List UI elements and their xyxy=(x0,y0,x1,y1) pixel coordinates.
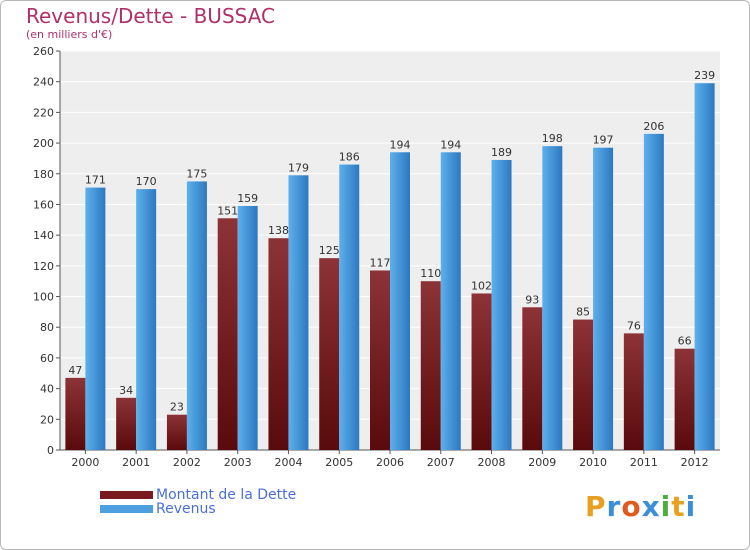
y-tick-label: 200 xyxy=(33,137,54,150)
data-label-dette: 117 xyxy=(370,256,391,269)
y-tick-label: 60 xyxy=(40,352,54,365)
x-tick-label: 2004 xyxy=(274,456,302,469)
bar-revenus xyxy=(694,83,715,450)
x-tick-label: 2006 xyxy=(376,456,404,469)
bar-dette xyxy=(420,281,441,450)
bar-revenus xyxy=(491,159,512,450)
x-tick-label: 2008 xyxy=(478,456,506,469)
data-label-revenus: 170 xyxy=(136,175,157,188)
bar-revenus xyxy=(186,181,207,450)
bar-revenus xyxy=(136,189,157,450)
y-tick-label: 160 xyxy=(33,198,54,211)
data-label-dette: 102 xyxy=(471,279,492,292)
chart-subtitle: (en milliers d'€) xyxy=(26,28,113,41)
x-tick-label: 2000 xyxy=(71,456,99,469)
data-label-revenus: 171 xyxy=(85,174,106,187)
bar-dette xyxy=(471,293,492,450)
bar-dette xyxy=(116,397,137,450)
data-label-revenus: 198 xyxy=(542,132,563,145)
data-label-dette: 47 xyxy=(68,364,82,377)
y-tick-label: 220 xyxy=(33,106,54,119)
data-label-revenus: 197 xyxy=(593,134,614,147)
x-tick-label: 2011 xyxy=(630,456,658,469)
bar-revenus xyxy=(643,133,664,450)
x-tick-label: 2007 xyxy=(427,456,455,469)
y-tick-label: 140 xyxy=(33,229,54,242)
data-label-revenus: 206 xyxy=(643,120,664,133)
y-tick-label: 100 xyxy=(33,291,54,304)
bar-dette xyxy=(166,414,187,450)
bar-revenus xyxy=(85,187,106,451)
data-label-dette: 138 xyxy=(268,224,289,237)
data-label-dette: 125 xyxy=(319,244,340,257)
legend-item-dette: Montant de la Dette xyxy=(100,487,297,503)
data-label-revenus: 186 xyxy=(339,151,360,164)
data-label-dette: 85 xyxy=(576,306,590,319)
y-tick-label: 180 xyxy=(33,168,54,181)
x-tick-label: 2005 xyxy=(325,456,353,469)
y-tick-label: 120 xyxy=(33,260,54,273)
svg-text:Proxiti: Proxiti xyxy=(585,490,693,523)
bar-dette xyxy=(217,218,238,450)
x-tick-label: 2001 xyxy=(122,456,150,469)
data-label-dette: 76 xyxy=(627,319,641,332)
bar-dette xyxy=(370,270,390,450)
bar-dette xyxy=(319,258,340,450)
x-tick-label: 2009 xyxy=(528,456,556,469)
bar-revenus xyxy=(339,164,360,451)
legend-label-revenus: Revenus xyxy=(156,501,216,517)
y-tick-label: 80 xyxy=(40,321,54,334)
data-label-revenus: 189 xyxy=(491,146,512,159)
data-label-revenus: 194 xyxy=(390,138,411,151)
legend-swatch-revenus xyxy=(100,505,153,513)
data-label-revenus: 179 xyxy=(288,161,309,174)
y-tick-label: 0 xyxy=(47,444,54,457)
bar-revenus xyxy=(288,175,309,451)
bar-dette xyxy=(522,307,543,450)
bar-dette xyxy=(65,377,86,450)
y-tick-label: 20 xyxy=(40,413,54,426)
x-tick-label: 2012 xyxy=(681,456,709,469)
bar-dette xyxy=(573,319,594,450)
legend-swatch-dette xyxy=(100,491,153,499)
data-label-dette: 34 xyxy=(119,384,133,397)
data-label-dette: 93 xyxy=(525,293,539,306)
x-tick-label: 2010 xyxy=(579,456,607,469)
y-tick-label: 40 xyxy=(40,383,54,396)
data-label-revenus: 159 xyxy=(237,192,258,205)
y-tick-label: 240 xyxy=(33,76,54,89)
bar-chart: 0 20 40 60 80 100 120 140 160 180 200 220 240 260 2000… xyxy=(33,45,720,469)
bar-dette xyxy=(674,348,695,450)
bar-revenus xyxy=(237,205,258,450)
x-tick-label: 2003 xyxy=(224,456,252,469)
data-label-dette: 110 xyxy=(420,267,441,280)
data-label-dette: 151 xyxy=(217,204,238,217)
x-tick-label: 2002 xyxy=(173,456,201,469)
bar-revenus xyxy=(542,146,563,450)
data-label-revenus: 239 xyxy=(694,69,715,82)
bar-revenus xyxy=(593,147,614,450)
data-label-revenus: 175 xyxy=(186,167,207,180)
legend-label-dette: Montant de la Dette xyxy=(156,487,297,503)
data-label-dette: 66 xyxy=(678,335,692,348)
y-tick-label: 260 xyxy=(33,45,54,58)
bar-dette xyxy=(268,238,289,450)
data-label-dette: 23 xyxy=(170,401,184,414)
bar-revenus xyxy=(390,152,410,451)
proxiti-logo: Proxiti xyxy=(585,490,693,523)
chart-title: Revenus/Dette - BUSSAC xyxy=(26,4,275,28)
legend-item-revenus: Revenus xyxy=(100,501,216,517)
data-label-revenus: 194 xyxy=(440,138,461,151)
bar-revenus xyxy=(440,152,461,451)
bar-dette xyxy=(623,333,644,450)
